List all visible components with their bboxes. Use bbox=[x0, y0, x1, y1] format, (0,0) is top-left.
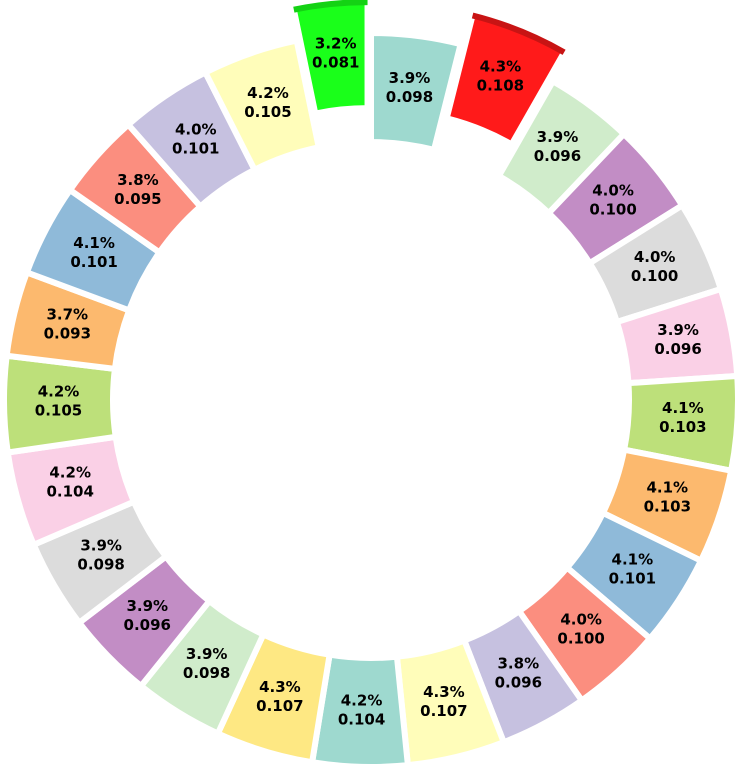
slice-value-label-12: 0.107 bbox=[420, 702, 467, 720]
slice-percent-label-22: 3.8% bbox=[117, 171, 159, 189]
slice-value-label-6: 0.096 bbox=[654, 340, 701, 358]
slice-value-label-18: 0.104 bbox=[46, 483, 93, 501]
slice-value-label-23: 0.101 bbox=[172, 139, 219, 157]
slice-percent-label-8: 4.1% bbox=[646, 478, 688, 496]
slice-value-label-15: 0.098 bbox=[183, 664, 230, 682]
slice-value-label-8: 0.103 bbox=[644, 497, 691, 515]
slice-percent-label-7: 4.1% bbox=[662, 399, 704, 417]
donut-slice-rim-2 bbox=[471, 12, 566, 55]
slice-value-label-7: 0.103 bbox=[659, 418, 706, 436]
slice-value-label-2: 0.108 bbox=[477, 77, 524, 95]
slice-percent-label-2: 4.3% bbox=[480, 58, 522, 76]
slice-value-label-25: 0.081 bbox=[312, 53, 359, 71]
slice-percent-label-6: 3.9% bbox=[657, 321, 699, 339]
slice-value-label-17: 0.098 bbox=[77, 556, 124, 574]
donut-slice-24 bbox=[201, 37, 323, 174]
slice-percent-label-12: 4.3% bbox=[423, 683, 465, 701]
slice-percent-label-17: 3.9% bbox=[80, 537, 122, 555]
donut-slice-rim-25 bbox=[293, 0, 368, 13]
slice-value-label-20: 0.093 bbox=[44, 324, 91, 342]
slice-percent-label-4: 4.0% bbox=[592, 181, 634, 199]
slice-percent-label-9: 4.1% bbox=[612, 550, 654, 568]
slice-percent-label-25: 3.2% bbox=[315, 34, 357, 52]
slice-percent-label-3: 3.9% bbox=[537, 128, 579, 146]
slice-percent-label-18: 4.2% bbox=[49, 464, 91, 482]
slice-value-label-16: 0.096 bbox=[124, 616, 171, 634]
slice-percent-label-19: 4.2% bbox=[38, 383, 80, 401]
slice-value-label-22: 0.095 bbox=[114, 190, 161, 208]
slice-percent-label-15: 3.9% bbox=[186, 645, 228, 663]
slice-value-label-24: 0.105 bbox=[244, 103, 291, 121]
donut-slice-1 bbox=[368, 29, 465, 154]
slice-value-label-1: 0.098 bbox=[386, 88, 433, 106]
slice-value-label-13: 0.104 bbox=[338, 710, 385, 728]
slice-percent-label-16: 3.9% bbox=[126, 597, 168, 615]
slice-percent-label-1: 3.9% bbox=[389, 69, 431, 87]
slice-percent-label-14: 4.3% bbox=[259, 678, 301, 696]
slice-value-label-11: 0.096 bbox=[495, 674, 542, 692]
slice-value-label-9: 0.101 bbox=[609, 569, 656, 587]
slice-value-label-5: 0.100 bbox=[631, 267, 678, 285]
slice-percent-label-13: 4.2% bbox=[341, 691, 383, 709]
slice-value-label-10: 0.100 bbox=[557, 629, 604, 647]
slice-percent-label-20: 3.7% bbox=[46, 305, 88, 323]
slice-percent-label-23: 4.0% bbox=[175, 120, 217, 138]
slice-percent-label-10: 4.0% bbox=[560, 610, 602, 628]
slice-value-label-3: 0.096 bbox=[534, 147, 581, 165]
slice-percent-label-21: 4.1% bbox=[73, 234, 115, 252]
slice-value-label-21: 0.101 bbox=[70, 253, 117, 271]
slice-percent-label-24: 4.2% bbox=[247, 84, 289, 102]
slice-percent-label-11: 3.8% bbox=[498, 655, 540, 673]
slice-value-label-19: 0.105 bbox=[35, 402, 82, 420]
slice-value-label-4: 0.100 bbox=[589, 200, 636, 218]
slice-labels: 3.9%0.0984.3%0.1083.9%0.0964.0%0.1004.0%… bbox=[35, 34, 707, 728]
slice-value-label-14: 0.107 bbox=[256, 697, 303, 715]
slice-percent-label-5: 4.0% bbox=[634, 248, 676, 266]
